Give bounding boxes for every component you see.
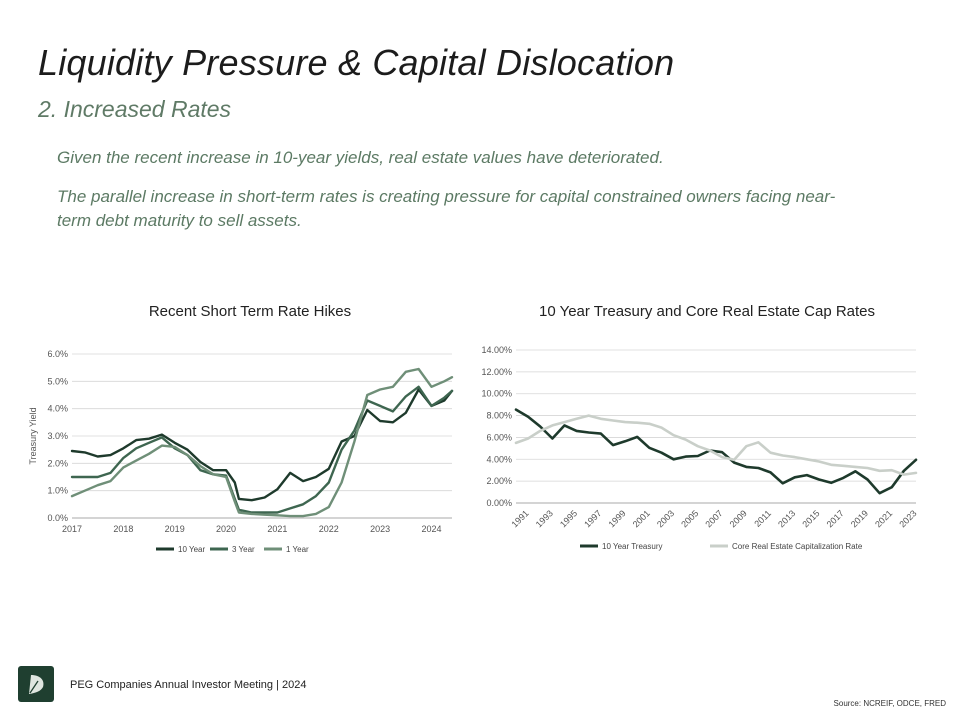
body-paragraph-2: The parallel increase in short-term rate… [57, 187, 836, 230]
page-title: Liquidity Pressure & Capital Dislocation [38, 42, 675, 83]
x-tick-label: 2022 [319, 524, 339, 534]
body-paragraph-1: Given the recent increase in 10-year yie… [57, 148, 664, 167]
series-line-3 [70, 367, 454, 518]
legend-label: Core Real Estate Capitalization Rate [732, 542, 863, 551]
y-tick-label: 5.0% [47, 376, 68, 386]
y-tick-label: 1.0% [47, 486, 68, 496]
series-line-2 [514, 414, 918, 476]
x-tick-label: 2007 [703, 508, 724, 529]
y-tick-label: 12.00% [481, 367, 512, 377]
chart-2-title: 10 Year Treasury and Core Real Estate Ca… [538, 303, 876, 320]
x-tick-label: 2021 [267, 524, 287, 534]
legend-label: 10 Year [178, 545, 205, 554]
source-note: Source: NCREIF, ODCE, FRED [833, 699, 946, 708]
x-tick-label: 2015 [800, 508, 821, 529]
x-tick-label: 2023 [897, 508, 918, 529]
y-tick-label: 6.00% [486, 432, 512, 442]
treasury-cap-rate-chart: 0.00% 2.00% 4.00% 6.00% 8.00% 10.00% 12.00% 14.… [481, 345, 918, 551]
x-tick-label: 2003 [655, 508, 676, 529]
x-tick-label: 2001 [631, 508, 652, 529]
x-tick-label: 1995 [558, 508, 579, 529]
x-tick-label: 2017 [825, 508, 846, 529]
y-tick-label: 14.00% [481, 345, 512, 355]
x-tick-label: 2019 [849, 508, 870, 529]
short-term-rates-chart: 0.0% 1.0% 2.0% 3.0% 4.0% 5.0% 6.0% 2017 2018 2019… [28, 349, 454, 554]
footer-text: PEG Companies Annual Investor Meeting | … [70, 679, 307, 691]
legend-label: 1 Year [286, 545, 309, 554]
x-tick-label: 1999 [606, 508, 627, 529]
x-tick-label: 1991 [509, 508, 530, 529]
series-line-1 [70, 388, 454, 502]
x-tick-label: 2019 [165, 524, 185, 534]
y-tick-label: 2.0% [47, 458, 68, 468]
y-axis-label: Treasury Yield [28, 407, 38, 464]
x-tick-label: 2018 [113, 524, 133, 534]
series-line-2 [70, 385, 454, 514]
y-tick-label: 6.0% [47, 349, 68, 359]
y-tick-label: 0.0% [47, 513, 68, 523]
chart-1-title: Recent Short Term Rate Hikes [148, 303, 352, 320]
legend-label: 10 Year Treasury [602, 542, 662, 551]
x-tick-label: 1997 [582, 508, 603, 529]
logo-leaf-vein-icon [29, 680, 39, 694]
x-tick-label: 2021 [873, 508, 894, 529]
x-tick-label: 2023 [370, 524, 390, 534]
x-tick-label: 2017 [62, 524, 82, 534]
y-tick-label: 0.00% [486, 498, 512, 508]
y-tick-label: 4.00% [486, 454, 512, 464]
x-tick-label: 1993 [534, 508, 555, 529]
y-tick-label: 10.00% [481, 389, 512, 399]
x-tick-label: 2020 [216, 524, 236, 534]
series-line-1 [514, 408, 918, 495]
x-tick-label: 2009 [728, 508, 749, 529]
y-tick-label: 3.0% [47, 431, 68, 441]
y-tick-label: 4.0% [47, 404, 68, 414]
x-tick-label: 2013 [776, 508, 797, 529]
y-tick-label: 8.00% [486, 411, 512, 421]
x-tick-label: 2011 [752, 508, 773, 529]
company-logo [18, 666, 54, 702]
page-subtitle: 2. Increased Rates [38, 96, 232, 122]
legend-label: 3 Year [232, 545, 255, 554]
x-tick-label: 2005 [679, 508, 700, 529]
y-tick-label: 2.00% [486, 476, 512, 486]
x-tick-label: 2024 [421, 524, 441, 534]
